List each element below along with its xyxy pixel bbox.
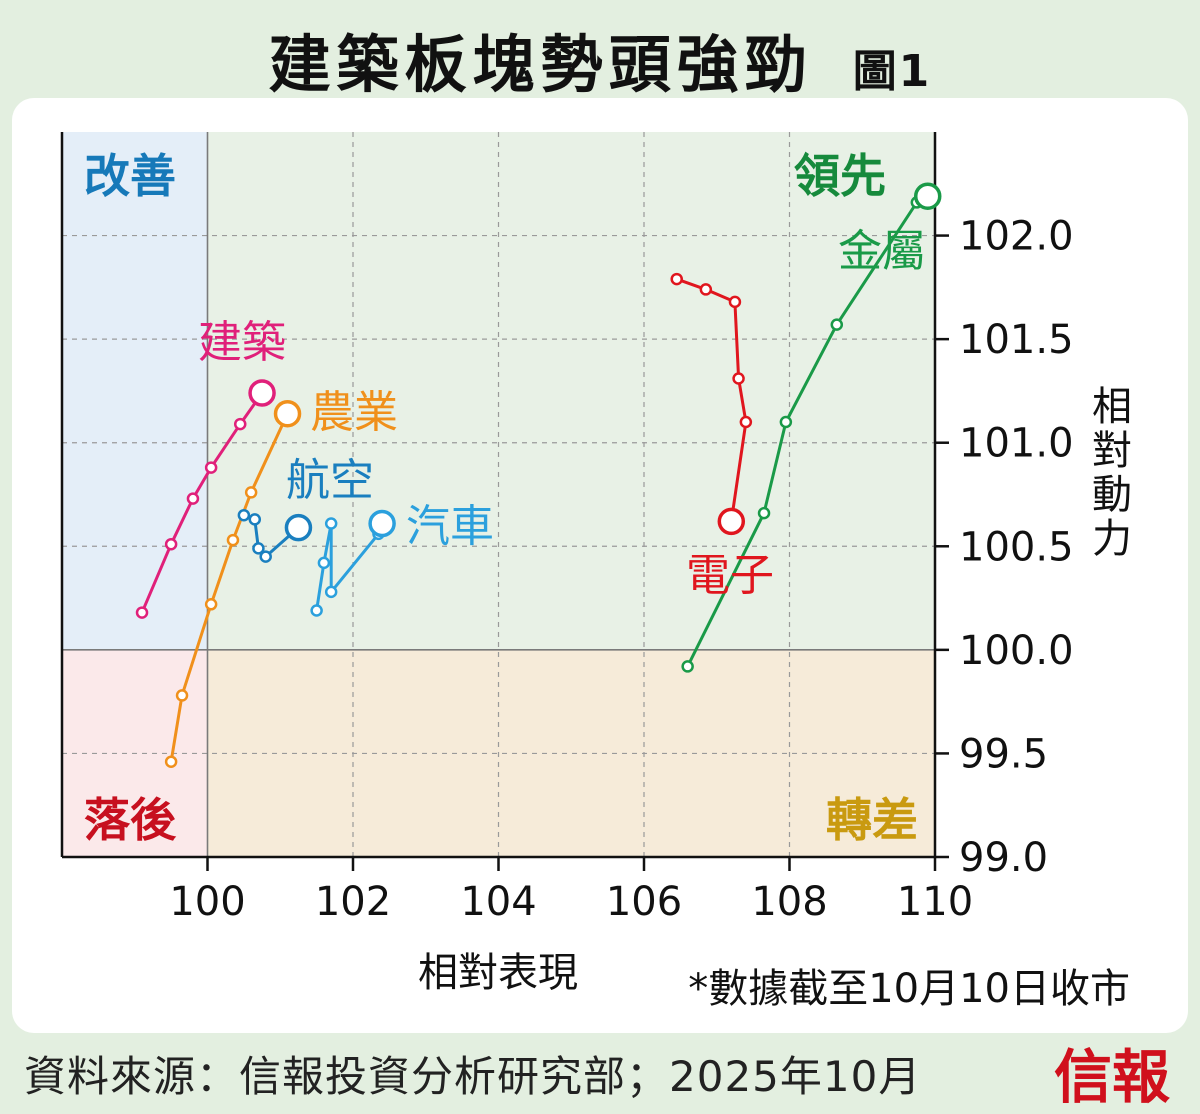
series-point: [310, 604, 323, 617]
series-point: [324, 585, 338, 599]
figure-tag: 圖1: [852, 46, 932, 97]
series-label: 電子: [686, 550, 774, 601]
y-tick-label: 100.5: [959, 524, 1074, 570]
quadrant-label-top-right: 領先: [794, 149, 886, 203]
publisher-logo: 信報: [1053, 1043, 1170, 1111]
series-label: 農業: [310, 387, 398, 438]
y-axis-title-char: 力: [1092, 516, 1132, 562]
series-point: [779, 415, 793, 429]
series-1: [164, 399, 302, 768]
series-point: [728, 295, 742, 309]
x-tick-label: 110: [897, 879, 973, 925]
series-point: [732, 372, 745, 385]
series-point: [248, 513, 262, 526]
series-point-latest: [717, 507, 746, 536]
quadrant-top-left: [62, 132, 208, 650]
series-point: [324, 517, 338, 530]
series-point: [237, 508, 251, 522]
x-tick-label: 106: [606, 879, 682, 925]
series-point-latest: [273, 399, 302, 428]
series-point: [681, 660, 694, 673]
series-point-latest: [913, 182, 942, 210]
y-tick-label: 102.0: [959, 214, 1074, 260]
series-point: [259, 550, 272, 563]
footnote: *數據截至10月10日收市: [688, 966, 1130, 1012]
series-point: [135, 606, 149, 619]
x-axis-title: 相對表現: [418, 950, 578, 996]
series-point: [830, 318, 844, 331]
series-point: [175, 689, 189, 702]
series-point: [699, 283, 713, 296]
x-tick-label: 108: [751, 879, 827, 925]
series-3: [310, 509, 396, 617]
series-line: [140, 392, 264, 614]
series-point: [164, 755, 178, 768]
chart-title: 建築板塊勢頭強勁 圖1: [0, 14, 1200, 104]
y-axis-title-char: 動: [1092, 472, 1132, 518]
x-tick-label: 100: [169, 879, 245, 925]
series-point: [226, 533, 240, 547]
series-5: [681, 182, 942, 673]
y-tick-label: 101.5: [959, 317, 1074, 363]
series-point: [757, 506, 771, 520]
series-label: 金屬: [838, 226, 926, 277]
series-label: 建築: [198, 317, 286, 368]
x-tick-label: 104: [460, 879, 536, 925]
series-line: [169, 413, 289, 762]
y-tick-label: 100.0: [959, 628, 1074, 674]
quadrant-label-bottom-left: 落後: [84, 793, 177, 847]
series-4: [670, 272, 753, 536]
series-point-latest: [368, 509, 396, 538]
series-point: [317, 556, 331, 570]
series-point: [252, 542, 265, 555]
title-bar: 建築板塊勢頭強勁 圖1: [0, 0, 1200, 101]
series-point: [204, 461, 218, 474]
y-tick-label: 101.0: [959, 421, 1074, 467]
series-point: [204, 598, 218, 611]
quadrant-backgrounds: [62, 132, 935, 857]
y-tick-label: 99.0: [959, 835, 1048, 881]
quadrant-label-bottom-right: 轉差: [826, 793, 918, 847]
series-point: [244, 486, 258, 499]
series-point: [233, 417, 247, 431]
quadrant-label-top-left: 改善: [84, 149, 176, 203]
series-point: [164, 537, 178, 551]
grid: [62, 132, 935, 857]
y-axis-title-char: 相: [1092, 384, 1132, 430]
series: [135, 182, 942, 768]
series-2: [237, 508, 313, 563]
series-label: 汽車: [406, 501, 494, 552]
series-point-latest: [284, 513, 313, 542]
series-0: [135, 379, 276, 619]
series-point: [739, 415, 753, 429]
series-label: 航空: [286, 455, 374, 506]
reference-lines: [62, 132, 935, 857]
y-axis-title-char: 對: [1092, 428, 1132, 474]
series-point: [670, 272, 683, 286]
chart-title-text: 建築板塊勢頭強勁: [268, 28, 813, 101]
source-note: 資料來源：信報投資分析研究部；2025年10月: [24, 1052, 922, 1101]
y-tick-label: 99.5: [959, 731, 1048, 777]
x-tick-label: 102: [315, 879, 391, 925]
series-point: [186, 492, 200, 505]
series-point-latest: [248, 379, 276, 407]
